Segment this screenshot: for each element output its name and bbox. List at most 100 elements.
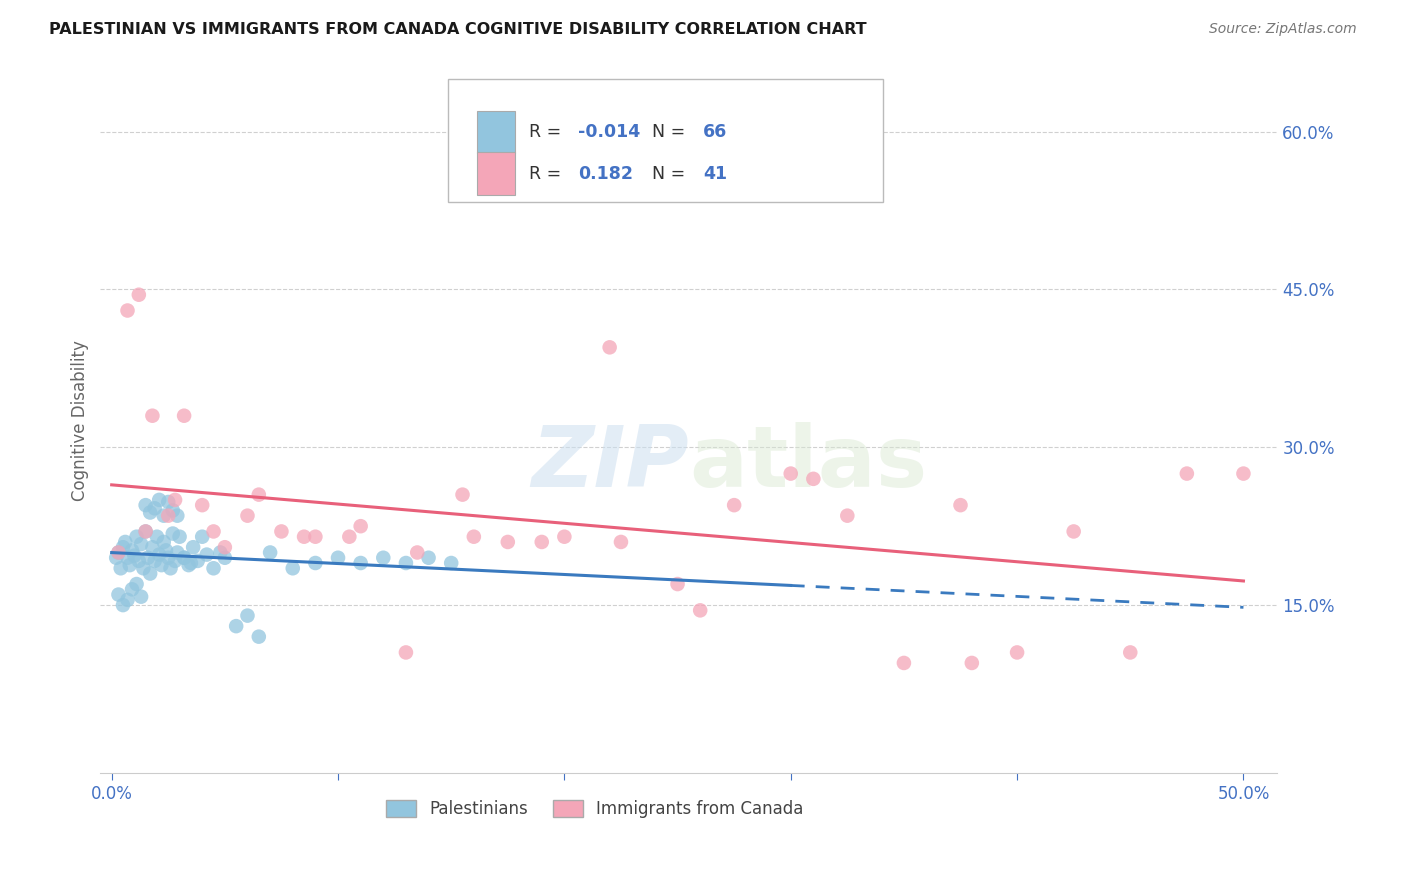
- Point: [135, 498, 157, 512]
- FancyBboxPatch shape: [477, 111, 515, 153]
- Point: [148, 492, 170, 507]
- Point: [173, 550, 195, 565]
- Point: [292, 530, 315, 544]
- Point: [157, 508, 180, 523]
- Point: [236, 508, 259, 523]
- Point: [209, 545, 232, 559]
- Point: [117, 550, 139, 565]
- Point: [107, 545, 129, 559]
- Point: [949, 498, 972, 512]
- Text: Source: ZipAtlas.com: Source: ZipAtlas.com: [1209, 22, 1357, 37]
- Point: [162, 503, 184, 517]
- Point: [114, 535, 136, 549]
- Point: [159, 561, 181, 575]
- Point: [165, 554, 187, 568]
- Text: 66: 66: [703, 123, 727, 141]
- Point: [107, 545, 129, 559]
- Point: [121, 582, 143, 597]
- Point: [146, 530, 169, 544]
- Point: [157, 495, 180, 509]
- Point: [139, 566, 162, 581]
- Point: [121, 543, 143, 558]
- Point: [202, 524, 225, 539]
- Point: [173, 550, 195, 565]
- Point: [236, 608, 259, 623]
- Point: [135, 524, 157, 539]
- Point: [191, 498, 214, 512]
- Point: [118, 558, 141, 573]
- Point: [247, 488, 270, 502]
- Point: [395, 556, 418, 570]
- Point: [1119, 645, 1142, 659]
- FancyBboxPatch shape: [477, 153, 515, 194]
- Point: [373, 550, 395, 565]
- Point: [1063, 524, 1085, 539]
- Point: [214, 540, 236, 554]
- FancyBboxPatch shape: [447, 79, 883, 202]
- Point: [177, 558, 200, 573]
- Point: [259, 545, 281, 559]
- Point: [155, 543, 177, 558]
- Point: [143, 554, 166, 568]
- Text: N =: N =: [652, 164, 692, 183]
- Point: [117, 592, 139, 607]
- Point: [530, 535, 553, 549]
- Point: [451, 488, 474, 502]
- Point: [187, 554, 209, 568]
- Point: [157, 550, 180, 565]
- Point: [148, 548, 170, 562]
- Point: [143, 501, 166, 516]
- Point: [553, 530, 575, 544]
- Point: [111, 598, 134, 612]
- Point: [152, 508, 174, 523]
- Point: [141, 540, 163, 554]
- Point: [111, 540, 134, 554]
- Point: [801, 472, 824, 486]
- Point: [191, 530, 214, 544]
- Point: [214, 550, 236, 565]
- Text: PALESTINIAN VS IMMIGRANTS FROM CANADA COGNITIVE DISABILITY CORRELATION CHART: PALESTINIAN VS IMMIGRANTS FROM CANADA CO…: [49, 22, 868, 37]
- Text: R =: R =: [529, 123, 567, 141]
- Point: [129, 537, 152, 551]
- Point: [1175, 467, 1198, 481]
- Point: [350, 556, 373, 570]
- Point: [180, 556, 202, 570]
- Point: [181, 540, 204, 554]
- Point: [128, 554, 150, 568]
- Point: [132, 561, 155, 575]
- Text: N =: N =: [652, 123, 692, 141]
- Point: [779, 467, 801, 481]
- Point: [689, 603, 711, 617]
- Point: [225, 619, 247, 633]
- Text: 41: 41: [703, 164, 727, 183]
- Point: [304, 556, 326, 570]
- Point: [125, 577, 148, 591]
- Point: [166, 545, 188, 559]
- Point: [125, 530, 148, 544]
- Point: [165, 492, 187, 507]
- Point: [129, 590, 152, 604]
- Point: [281, 561, 304, 575]
- Point: [337, 530, 360, 544]
- Point: [173, 409, 195, 423]
- Point: [326, 550, 349, 565]
- Point: [136, 550, 159, 565]
- Point: [1232, 467, 1254, 481]
- Point: [128, 287, 150, 301]
- Point: [440, 556, 463, 570]
- Text: R =: R =: [529, 164, 572, 183]
- Point: [666, 577, 689, 591]
- Text: 0.182: 0.182: [578, 164, 633, 183]
- Point: [893, 656, 915, 670]
- Point: [139, 506, 162, 520]
- Point: [110, 561, 132, 575]
- Point: [107, 588, 129, 602]
- Point: [169, 530, 191, 544]
- Point: [152, 535, 174, 549]
- Point: [496, 535, 519, 549]
- Point: [350, 519, 373, 533]
- Point: [1005, 645, 1028, 659]
- Point: [270, 524, 292, 539]
- Point: [124, 549, 146, 563]
- Point: [150, 558, 173, 573]
